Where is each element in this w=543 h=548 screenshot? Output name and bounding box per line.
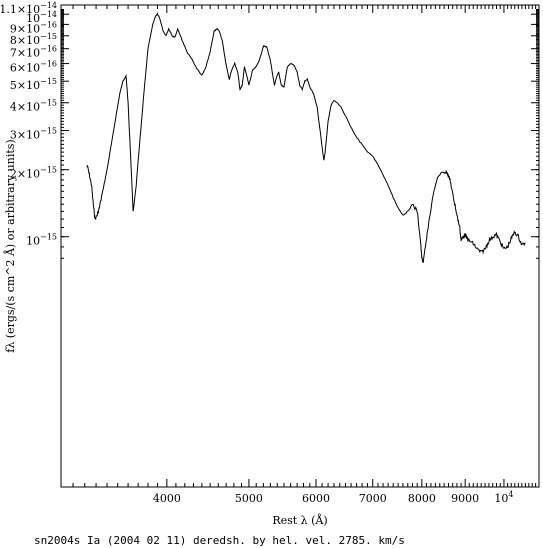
y-tick-exponent: −14 [40, 10, 57, 19]
y-tick-label: 8×10−15 [10, 32, 57, 47]
x-axis: 4000 5000 6000 7000 8000 9000 104 [72, 5, 537, 505]
y-tick-exponent: −15 [40, 127, 57, 136]
y-tick-mantissa: 9×10 [10, 22, 40, 35]
x-axis-label: Rest λ (Å) [272, 513, 327, 527]
y-tick-mantissa: 10 [26, 235, 40, 248]
y-tick-exponent: −15 [40, 77, 57, 86]
x-tick-label: 6000 [302, 492, 330, 505]
plot-frame [60, 4, 540, 488]
y-tick-exponent: −16 [40, 45, 57, 54]
x-tick-label: 104 [494, 490, 513, 505]
y-tick-exponent: −15 [40, 233, 57, 242]
y-tick-exponent: −15 [40, 166, 57, 175]
chart-caption: sn2004s Ia (2004 02 11) deredsh. by hel.… [34, 534, 405, 547]
y-tick-exponent: −15 [40, 99, 57, 108]
x-tick-exponent: 4 [508, 490, 513, 499]
y-tick-label: 4×10−15 [10, 99, 57, 114]
y-tick-label: 6×10−16 [10, 60, 57, 75]
y-tick-mantissa: 8×10 [10, 34, 40, 47]
y-tick-label: 2×10−15 [10, 166, 57, 181]
y-tick-label: 1.1×10−14 [0, 1, 57, 16]
y-tick-label: 7×10−16 [10, 45, 57, 60]
x-tick-label: 9000 [451, 492, 479, 505]
y-tick-mantissa: 2×10 [10, 168, 40, 181]
y-tick-exponent: −14 [40, 1, 57, 10]
y-tick-exponent: −15 [40, 32, 57, 41]
y-tick-label: 10−14 [26, 10, 57, 25]
x-tick-label: 4000 [153, 492, 181, 505]
y-tick-label: 5×10−15 [10, 77, 57, 92]
y-tick-mantissa: 4×10 [10, 101, 40, 114]
x-tick-label: 7000 [359, 492, 387, 505]
y-tick-label: 9×10−16 [10, 20, 57, 35]
y-tick-mantissa: 3×10 [10, 129, 40, 142]
x-tick-label: 5000 [235, 492, 263, 505]
y-tick-label: 10−15 [26, 233, 57, 248]
y-tick-mantissa: 10 [26, 12, 40, 25]
x-tick-label: 8000 [408, 492, 436, 505]
y-tick-mantissa: 7×10 [10, 47, 40, 60]
y-tick-exponent: −16 [40, 60, 57, 69]
y-tick-label: 3×10−15 [10, 127, 57, 142]
y-tick-mantissa: 1.1×10 [0, 3, 40, 16]
y-axis: 10−152×10−153×10−154×10−155×10−156×10−16… [0, 1, 539, 259]
spectrum-line [86, 12, 526, 264]
y-tick-mantissa: 5×10 [10, 79, 40, 92]
y-tick-exponent: −16 [40, 20, 57, 29]
y-axis-label: fλ (ergs/(s cm^2 Å) or arbitrary units) [3, 139, 17, 352]
y-tick-mantissa: 6×10 [10, 62, 40, 75]
